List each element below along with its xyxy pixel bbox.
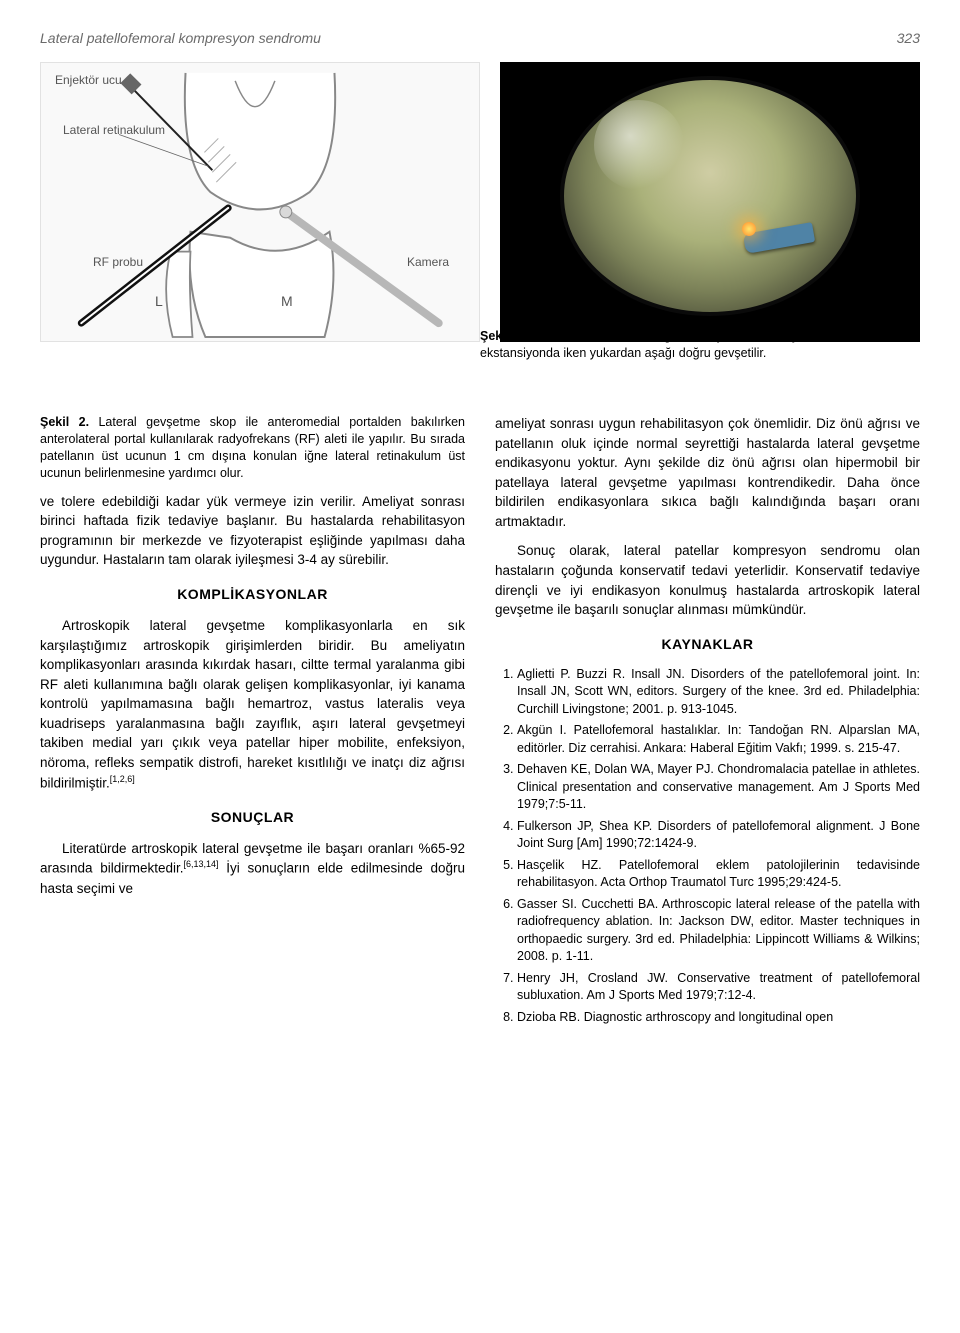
figure-2-caption: Şekil 2. Lateral gevşetme skop ile anter… xyxy=(40,414,465,482)
page-header: Lateral patellofemoral kompresyon sendro… xyxy=(40,30,920,46)
ref-item: Hasçelik HZ. Patellofemoral eklem patolo… xyxy=(517,857,920,892)
ann-injector: Enjektör ucu xyxy=(55,73,122,87)
ablation-glow xyxy=(742,222,756,236)
fig3-text: Lateral retinakulum iğne seviyesinden ba… xyxy=(480,329,900,360)
figure-2-diagram: Enjektör ucu Lateral retinakulum RF prob… xyxy=(40,62,480,342)
right-column: ameliyat sonrası uygun rehabilitasyon ço… xyxy=(495,414,920,1030)
left-p3-sup: [6,13,14] xyxy=(184,859,219,869)
page-number: 323 xyxy=(897,30,920,46)
right-p2: Sonuç olarak, lateral patellar kompresyo… xyxy=(495,541,920,619)
left-p1: ve tolere edebildiği kadar yük vermeye i… xyxy=(40,492,465,570)
ann-retinaculum: Lateral retinakulum xyxy=(63,123,165,137)
ref-item: Aglietti P. Buzzi R. Insall JN. Disorder… xyxy=(517,666,920,719)
ann-kamera: Kamera xyxy=(407,255,449,269)
heading-kaynaklar: KAYNAKLAR xyxy=(495,634,920,654)
figure-3-caption: Şekil 3. Lateral retinakulum iğne seviye… xyxy=(480,328,900,362)
references-list: Aglietti P. Buzzi R. Insall JN. Disorder… xyxy=(495,666,920,1027)
figure-row: Enjektör ucu Lateral retinakulum RF prob… xyxy=(40,62,920,342)
ref-item: Fulkerson JP, Shea KP. Disorders of pate… xyxy=(517,818,920,853)
fig2-text: Lateral gevşetme skop ile anteromedial p… xyxy=(40,415,465,480)
fig2-label: Şekil 2. xyxy=(40,415,89,429)
ref-item: Gasser SI. Cucchetti BA. Arthroscopic la… xyxy=(517,896,920,966)
ref-item: Dehaven KE, Dolan WA, Mayer PJ. Chondrom… xyxy=(517,761,920,814)
right-p1: ameliyat sonrası uygun rehabilitasyon ço… xyxy=(495,414,920,531)
ref-item: Henry JH, Crosland JW. Conservative trea… xyxy=(517,970,920,1005)
figure-3-photo xyxy=(500,62,920,342)
left-p2: Artroskopik lateral gevşetme komplikasyo… xyxy=(40,616,465,793)
running-title: Lateral patellofemoral kompresyon sendro… xyxy=(40,30,321,46)
ref-item: Dzioba RB. Diagnostic arthroscopy and lo… xyxy=(517,1009,920,1027)
left-column: Şekil 2. Lateral gevşetme skop ile anter… xyxy=(40,414,465,1030)
left-p2-text: Artroskopik lateral gevşetme komplikasyo… xyxy=(40,618,465,790)
arthroscope-view xyxy=(560,76,860,316)
heading-komplikasyonlar: KOMPLİKASYONLAR xyxy=(40,584,465,604)
ann-M: M xyxy=(281,293,293,309)
ann-rf: RF probu xyxy=(93,255,143,269)
fig3-label: Şekil 3. xyxy=(480,329,529,343)
ref-item: Akgün I. Patellofemoral hastalıklar. In:… xyxy=(517,722,920,757)
body-columns: Şekil 2. Lateral gevşetme skop ile anter… xyxy=(40,414,920,1030)
knee-diagram-svg xyxy=(41,63,479,341)
ann-L: L xyxy=(155,293,163,309)
left-p3: Literatürde artroskopik lateral gevşetme… xyxy=(40,839,465,898)
heading-sonuclar: SONUÇLAR xyxy=(40,807,465,827)
left-p2-sup: [1,2,6] xyxy=(110,774,135,784)
